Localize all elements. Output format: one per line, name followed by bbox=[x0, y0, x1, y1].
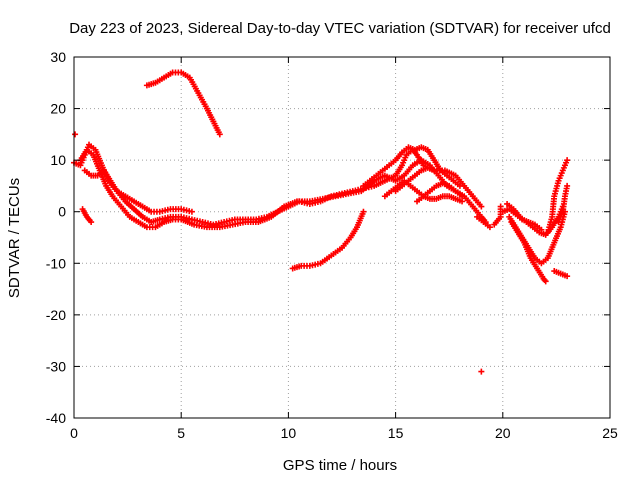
series-track-7 bbox=[414, 180, 466, 205]
data-point-marker bbox=[431, 167, 438, 174]
grid-lines bbox=[74, 57, 610, 418]
series-track-8 bbox=[79, 206, 95, 226]
y-tick-label: -10 bbox=[46, 255, 66, 271]
series-track-4 bbox=[360, 144, 463, 189]
x-tick-label: 15 bbox=[388, 425, 404, 441]
series-track-20 bbox=[555, 182, 571, 226]
series-track-6 bbox=[392, 164, 438, 195]
y-axis-label: SDTVAR / TECUs bbox=[6, 178, 23, 298]
y-tick-label: -20 bbox=[46, 307, 66, 323]
data-points bbox=[71, 69, 571, 375]
data-point-marker bbox=[88, 219, 95, 226]
data-point-marker bbox=[459, 198, 466, 205]
data-point-marker bbox=[542, 278, 549, 285]
data-point-marker bbox=[456, 182, 463, 189]
x-tick-label: 5 bbox=[177, 425, 185, 441]
data-point-marker bbox=[486, 224, 493, 231]
tick-labels: 0 5 10 15 20 25 -40 -30 -20 -10 0 10 20 30 bbox=[46, 49, 618, 441]
x-tick-label: 10 bbox=[281, 425, 297, 441]
series-track-13 bbox=[72, 131, 79, 138]
y-tick-label: 30 bbox=[50, 49, 66, 65]
data-point-marker bbox=[564, 157, 571, 164]
data-point-marker bbox=[478, 368, 485, 375]
x-axis-label: GPS time / hours bbox=[283, 457, 397, 474]
data-point-marker bbox=[564, 273, 571, 280]
y-tick-label: -40 bbox=[46, 410, 66, 426]
data-point-marker bbox=[360, 208, 367, 215]
data-point-marker bbox=[72, 131, 79, 138]
y-tick-label: 0 bbox=[58, 204, 66, 220]
x-tick-label: 0 bbox=[70, 425, 78, 441]
chart-title: Day 223 of 2023, Sidereal Day-to-day VTE… bbox=[69, 20, 611, 37]
series-track-9 bbox=[143, 69, 223, 138]
data-point-marker bbox=[188, 208, 195, 215]
series-track-11 bbox=[474, 213, 493, 231]
data-point-marker bbox=[491, 221, 498, 228]
y-tick-label: 10 bbox=[50, 152, 66, 168]
data-point-marker bbox=[216, 131, 223, 138]
x-tick-label: 25 bbox=[602, 425, 618, 441]
series-track-2 bbox=[77, 146, 489, 231]
axis-ticks bbox=[73, 56, 611, 419]
series-track-12 bbox=[478, 368, 485, 375]
data-point-marker bbox=[459, 193, 466, 200]
series-track-17 bbox=[508, 219, 549, 285]
data-point-marker bbox=[478, 203, 485, 210]
series-track-10 bbox=[289, 208, 367, 272]
x-tick-label: 20 bbox=[495, 425, 511, 441]
data-point-marker bbox=[564, 182, 571, 189]
plot-frame bbox=[73, 56, 611, 419]
series-track-19 bbox=[551, 268, 571, 280]
series-track-3 bbox=[81, 167, 195, 215]
series-track-21 bbox=[499, 206, 545, 233]
series-track-18 bbox=[544, 157, 571, 236]
data-point-marker bbox=[538, 226, 545, 233]
y-tick-label: -30 bbox=[46, 358, 66, 374]
y-tick-label: 20 bbox=[50, 101, 66, 117]
